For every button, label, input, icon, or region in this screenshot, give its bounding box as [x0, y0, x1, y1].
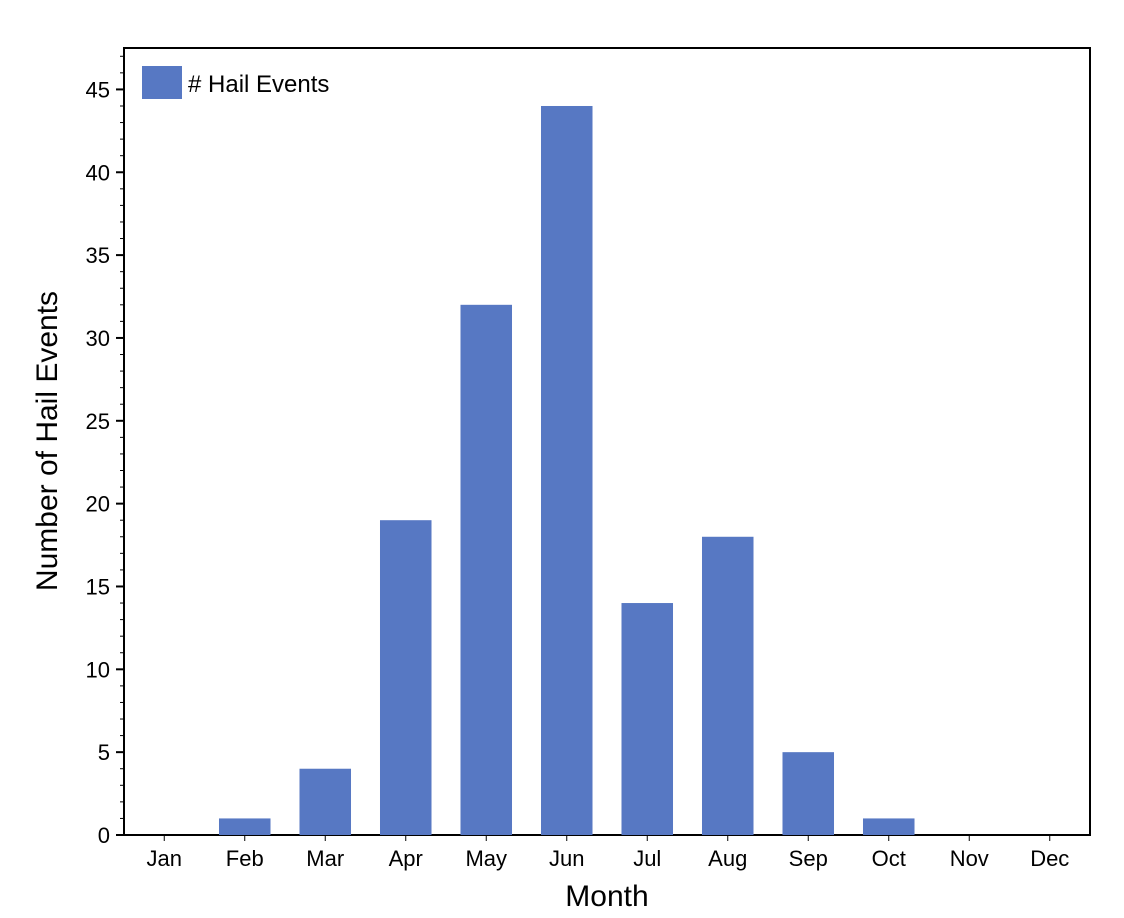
x-tick-label: Sep: [789, 846, 828, 871]
x-tick-label: Dec: [1030, 846, 1069, 871]
legend-label: # Hail Events: [188, 71, 329, 98]
x-tick-label: May: [465, 846, 507, 871]
y-tick-label: 30: [86, 326, 110, 351]
y-axis-ticks: 0 5 10 15 20 25 30 35 40 45: [86, 55, 124, 848]
x-tick-label: Nov: [950, 846, 989, 871]
bar-feb: [218, 818, 271, 835]
x-tick-label: Mar: [306, 846, 344, 871]
x-tick-label: Jul: [633, 846, 661, 871]
x-tick-label: Apr: [389, 846, 423, 871]
x-tick-label: Feb: [226, 846, 264, 871]
bar-mar: [299, 768, 352, 835]
x-axis-title: Month: [565, 880, 648, 913]
legend-swatch: [142, 66, 182, 99]
x-tick-label: Jun: [549, 846, 584, 871]
bar-sep: [782, 752, 835, 835]
y-tick-label: 40: [86, 160, 110, 185]
y-axis-title: Number of Hail Events: [31, 291, 64, 591]
bar-aug: [701, 536, 754, 835]
y-tick-label: 25: [86, 409, 110, 434]
bar-oct: [862, 818, 915, 835]
y-tick-label: 20: [86, 492, 110, 517]
x-axis-ticks: Jan Feb Mar Apr May Jun Jul Aug Sep Oct Nov Dec: [147, 835, 1069, 871]
bar-jun: [540, 105, 593, 836]
x-tick-label: Aug: [708, 846, 747, 871]
x-tick-label: Oct: [872, 846, 906, 871]
y-tick-label: 35: [86, 243, 110, 268]
y-tick-label: 10: [86, 657, 110, 682]
bar-apr: [379, 520, 432, 835]
y-tick-label: 45: [86, 77, 110, 102]
y-tick-label: 15: [86, 574, 110, 599]
plot-frame: [123, 47, 1091, 836]
bar-may: [460, 304, 513, 835]
bar-jul: [621, 603, 674, 835]
x-tick-label: Jan: [147, 846, 182, 871]
y-tick-label: 0: [98, 823, 110, 848]
legend: # Hail Events: [142, 66, 329, 99]
y-tick-label: 5: [98, 740, 110, 765]
bar-series: [218, 105, 915, 836]
